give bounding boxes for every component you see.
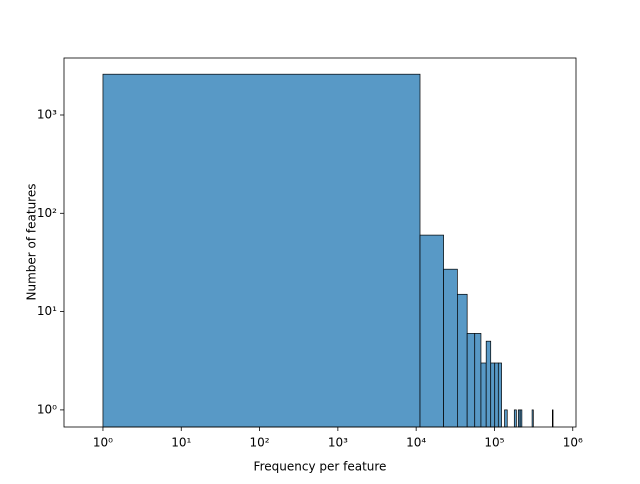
bar <box>531 409 534 428</box>
bar <box>102 73 421 428</box>
plot-frame <box>63 57 577 428</box>
x-tick-label: 10³ <box>328 436 348 450</box>
bar <box>497 362 502 428</box>
bar <box>504 409 508 428</box>
x-tick-label: 10² <box>250 436 270 450</box>
x-tick-label: 10⁴ <box>406 436 426 450</box>
bar <box>552 409 554 428</box>
y-tick-label: 10¹ <box>37 304 57 318</box>
bar <box>519 409 523 428</box>
x-tick-label: 10¹ <box>171 436 191 450</box>
bar <box>419 234 444 428</box>
x-tick-label: 10⁰ <box>93 436 113 450</box>
bar <box>490 362 496 428</box>
y-tick-label: 10⁰ <box>37 402 57 416</box>
bar <box>513 409 517 428</box>
y-tick-label: 10² <box>37 206 57 220</box>
y-tick-label: 10³ <box>37 107 57 121</box>
bar <box>474 333 482 428</box>
bar <box>466 333 476 428</box>
bar <box>480 362 487 428</box>
bar <box>457 293 468 428</box>
x-tick-label: 10⁵ <box>484 436 504 450</box>
x-axis-label: Frequency per feature <box>254 460 387 474</box>
x-tick-label: 10⁶ <box>563 436 583 450</box>
bar <box>485 340 492 428</box>
bar <box>443 268 458 428</box>
bar <box>494 362 499 428</box>
y-axis-label: Number of features <box>25 184 39 301</box>
